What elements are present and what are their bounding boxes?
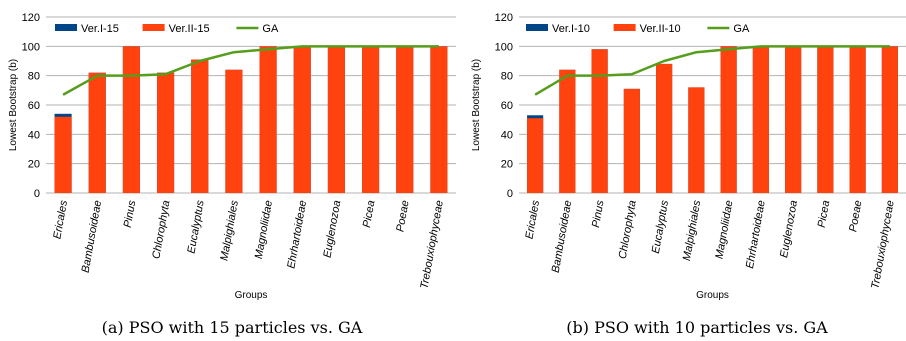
- x-tick-label: Eucalyptus: [186, 199, 207, 255]
- y-axis-label: Lowest Bootstrap (b): [471, 59, 482, 151]
- y-tick-label: 60: [28, 100, 40, 112]
- bar-ver-ii: [88, 72, 106, 193]
- bar-ver-ii: [191, 59, 209, 194]
- x-tick-label: Trebouxiophyceae: [418, 199, 445, 289]
- legend-entry: Ver.I-10: [552, 23, 590, 35]
- y-tick-label: 80: [28, 71, 40, 83]
- y-tick-label: 0: [34, 188, 40, 200]
- bar-ver-ii: [293, 46, 311, 194]
- x-axis-label: Groups: [235, 290, 268, 301]
- legend-swatch: [526, 24, 548, 31]
- chart-caption: (a) PSO with 15 particles vs. GA: [102, 318, 363, 337]
- y-axis-label: Lowest Bootstrap (b): [8, 59, 19, 151]
- bar-ver-ii: [362, 46, 380, 194]
- y-tick-label: 120: [495, 12, 513, 24]
- legend-swatch: [613, 24, 636, 31]
- legend-swatch: [142, 24, 165, 31]
- bar-ver-ii: [591, 49, 608, 194]
- x-tick-label: Magnoliidae: [713, 199, 735, 260]
- x-tick-label: Euglenozoa: [321, 199, 343, 258]
- y-tick-label: 120: [22, 12, 40, 24]
- y-tick-label: 20: [501, 159, 513, 171]
- y-tick-label: 100: [495, 41, 513, 53]
- bar-ver-ii: [656, 63, 673, 193]
- bar-ver-ii: [817, 46, 834, 194]
- legend-entry: Ver.I-15: [81, 23, 119, 35]
- chart-a: 0 20 40 60 80 100 120 Ericales Bambusoideae Pinus…: [8, 12, 456, 337]
- x-tick-label: Malpighiales: [218, 199, 241, 262]
- bar-ver-ii: [881, 46, 898, 194]
- x-tick-label: Poeae: [847, 199, 864, 232]
- bar-ver-ii: [396, 46, 414, 194]
- x-tick-label: Bambusoideae: [80, 199, 105, 273]
- x-tick-label: Chlorophyta: [617, 199, 639, 260]
- chart-caption: (b) PSO with 10 particles vs. GA: [566, 318, 828, 337]
- x-axis-label: Groups: [696, 290, 729, 301]
- bar-ver-ii: [225, 69, 243, 193]
- legend-entry: Ver.II-10: [640, 23, 681, 35]
- x-tick-label: Picea: [361, 199, 378, 228]
- bar-ver-ii: [785, 46, 802, 194]
- bar-ver-ii: [327, 46, 345, 194]
- x-tick-label: Pinus: [590, 199, 607, 229]
- x-tick-label: Picea: [816, 199, 833, 228]
- bar-ver-ii: [849, 46, 866, 194]
- x-tick-label: Malpighiales: [681, 199, 704, 262]
- x-tick-label: Euglenozoa: [778, 199, 800, 258]
- x-tick-label: Ericales: [523, 199, 542, 240]
- legend-entry: Ver.II-15: [169, 23, 210, 35]
- bar-ver-ii: [54, 116, 72, 193]
- x-tick-label: Magnoliidae: [253, 199, 275, 260]
- y-tick-label: 0: [507, 188, 513, 200]
- y-tick-label: 20: [28, 159, 40, 171]
- bar-ver-ii: [688, 87, 705, 193]
- y-tick-label: 40: [501, 129, 513, 141]
- bar-ver-ii: [623, 88, 640, 193]
- x-tick-label: Chlorophyta: [150, 199, 172, 260]
- x-tick-label: Ehrhartoideae: [285, 199, 309, 269]
- bar-ver-ii: [122, 46, 140, 194]
- bar-ver-ii: [259, 46, 277, 194]
- bar-ver-ii: [720, 46, 737, 194]
- y-tick-label: 40: [28, 129, 40, 141]
- y-tick-label: 80: [501, 71, 513, 83]
- chart-b: 0 20 40 60 80 100 120 Ericales Bambusoideae Pinus…: [471, 12, 906, 337]
- x-tick-label: Pinus: [122, 199, 139, 229]
- x-tick-label: Ericales: [51, 199, 70, 240]
- x-tick-label: Trebouxiophyceae: [869, 199, 896, 289]
- series-line-ga: [62, 45, 439, 96]
- bar-ver-ii: [430, 46, 448, 194]
- bar-ver-ii: [527, 118, 544, 193]
- series-line-ga: [534, 45, 890, 96]
- x-tick-label: Poeae: [394, 199, 411, 232]
- bar-ver-ii: [157, 72, 175, 193]
- x-tick-label: Bambusoideae: [550, 199, 575, 273]
- legend-entry: GA: [733, 23, 750, 35]
- legend-swatch: [55, 24, 77, 31]
- y-tick-label: 100: [22, 41, 40, 53]
- y-tick-label: 60: [501, 100, 513, 112]
- legend-entry: GA: [262, 23, 279, 35]
- x-tick-label: Ehrhartoideae: [744, 199, 768, 269]
- x-tick-label: Eucalyptus: [650, 199, 671, 255]
- bar-ver-ii: [559, 69, 576, 193]
- bar-ver-ii: [752, 46, 769, 194]
